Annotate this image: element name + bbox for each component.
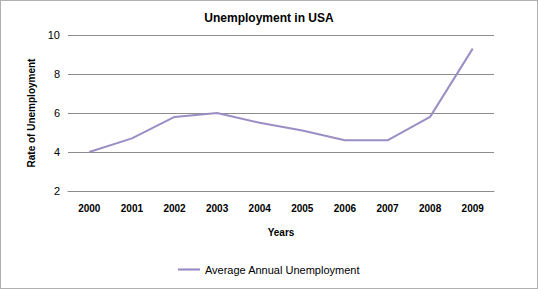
svg-text:Rate of Unemployment: Rate of Unemployment: [26, 58, 37, 168]
svg-text:2003: 2003: [206, 203, 229, 214]
svg-text:2: 2: [54, 185, 60, 197]
svg-text:2009: 2009: [462, 203, 485, 214]
svg-text:10: 10: [48, 29, 60, 41]
svg-text:2005: 2005: [291, 203, 314, 214]
svg-text:Unemployment in USA: Unemployment in USA: [204, 11, 334, 25]
svg-text:2004: 2004: [249, 203, 272, 214]
svg-text:2007: 2007: [376, 203, 399, 214]
svg-text:4: 4: [54, 146, 60, 158]
svg-text:2002: 2002: [163, 203, 186, 214]
svg-text:8: 8: [54, 68, 60, 80]
svg-text:2001: 2001: [121, 203, 144, 214]
svg-text:2006: 2006: [334, 203, 357, 214]
svg-text:2008: 2008: [419, 203, 442, 214]
svg-text:2000: 2000: [78, 203, 101, 214]
svg-text:Years: Years: [268, 227, 295, 238]
svg-text:Average Annual Unemployment: Average Annual Unemployment: [205, 264, 360, 276]
svg-text:6: 6: [54, 107, 60, 119]
